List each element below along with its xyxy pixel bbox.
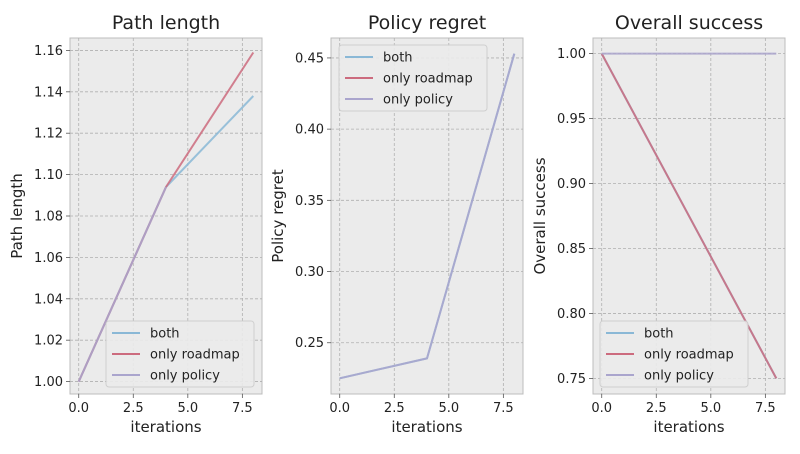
legend-label-only-roadmap: only roadmap — [150, 348, 240, 363]
y-tick-label: 1.02 — [34, 334, 63, 349]
y-tick-label: 0.40 — [295, 123, 324, 138]
x-tick-label: 5.0 — [438, 401, 459, 416]
y-tick-label: 1.14 — [34, 85, 63, 100]
y-tick-label: 1.08 — [34, 210, 63, 225]
y-tick-label: 0.90 — [557, 177, 586, 192]
x-tick-label: 2.5 — [646, 401, 667, 416]
y-tick-label: 0.45 — [295, 51, 324, 66]
x-tick-label: 7.5 — [755, 401, 776, 416]
y-tick-label: 0.30 — [295, 265, 324, 280]
y-tick-label: 0.80 — [557, 307, 586, 322]
legend-label-only-roadmap: only roadmap — [644, 348, 734, 363]
x-tick-label: 7.5 — [493, 401, 514, 416]
legend-box — [338, 44, 488, 112]
y-axis-label: Overall success — [531, 157, 549, 274]
x-tick-label: 0.0 — [68, 401, 89, 416]
x-tick-label: 5.0 — [700, 401, 721, 416]
legend-box — [105, 320, 255, 388]
series-line-only-policy — [339, 53, 516, 380]
legend-label-both: both — [150, 327, 180, 342]
legend-box — [599, 320, 749, 388]
x-axis-label: iterations — [653, 418, 724, 436]
x-tick-label: 2.5 — [123, 401, 144, 416]
y-tick-label: 0.85 — [557, 242, 586, 257]
x-axis-label: iterations — [391, 418, 462, 436]
x-tick-label: 5.0 — [177, 401, 198, 416]
subplot-path-length: 0.0 2.5 5.0 7.5 1.00 1.02 1.04 1.06 1.08 1.10 1.12… — [8, 12, 263, 436]
x-tick-label: 7.5 — [232, 401, 253, 416]
y-tick-label: 0.95 — [557, 112, 586, 127]
y-axis-label: Path length — [8, 173, 26, 259]
y-tick-label: 1.06 — [34, 251, 63, 266]
y-tick-label: 0.25 — [295, 336, 324, 351]
y-tick-label: 1.12 — [34, 127, 63, 142]
y-tick-label: 1.04 — [34, 292, 63, 307]
y-tick-label: 0.35 — [295, 194, 324, 209]
legend-label-only-policy: only policy — [644, 369, 714, 384]
x-tick-label: 0.0 — [591, 401, 612, 416]
y-tick-label: 1.00 — [557, 47, 586, 62]
series-line-only-policy — [77, 186, 167, 383]
legend-label-only-policy: only policy — [150, 369, 220, 384]
legend-label-both: both — [383, 51, 413, 66]
legend: both only roadmap only policy — [105, 320, 255, 388]
series-group — [339, 53, 516, 380]
subplot-overall-success: 0.0 2.5 5.0 7.5 0.75 0.80 0.85 0.90 0.95 1.00 Over… — [531, 12, 786, 436]
legend-label-only-policy: only policy — [383, 93, 453, 108]
y-axis-label: Policy regret — [269, 169, 287, 263]
y-tick-label: 1.16 — [34, 44, 63, 59]
y-tick-label: 1.00 — [34, 375, 63, 390]
legend-label-both: both — [644, 327, 674, 342]
chart-title: Policy regret — [368, 12, 486, 34]
x-axis-label: iterations — [130, 418, 201, 436]
chart-title: Path length — [112, 12, 220, 34]
y-tick-label: 1.10 — [34, 168, 63, 183]
x-tick-label: 0.0 — [329, 401, 350, 416]
chart-title: Overall success — [615, 12, 763, 34]
legend-label-only-roadmap: only roadmap — [383, 72, 473, 87]
subplot-policy-regret: 0.0 2.5 5.0 7.5 0.25 0.30 0.35 0.40 0.45 Policy r… — [269, 12, 524, 436]
legend: both only roadmap only policy — [338, 44, 488, 112]
legend: both only roadmap only policy — [599, 320, 749, 388]
y-tick-label: 0.75 — [557, 372, 586, 387]
series-group — [77, 51, 255, 383]
x-tick-label: 2.5 — [384, 401, 405, 416]
